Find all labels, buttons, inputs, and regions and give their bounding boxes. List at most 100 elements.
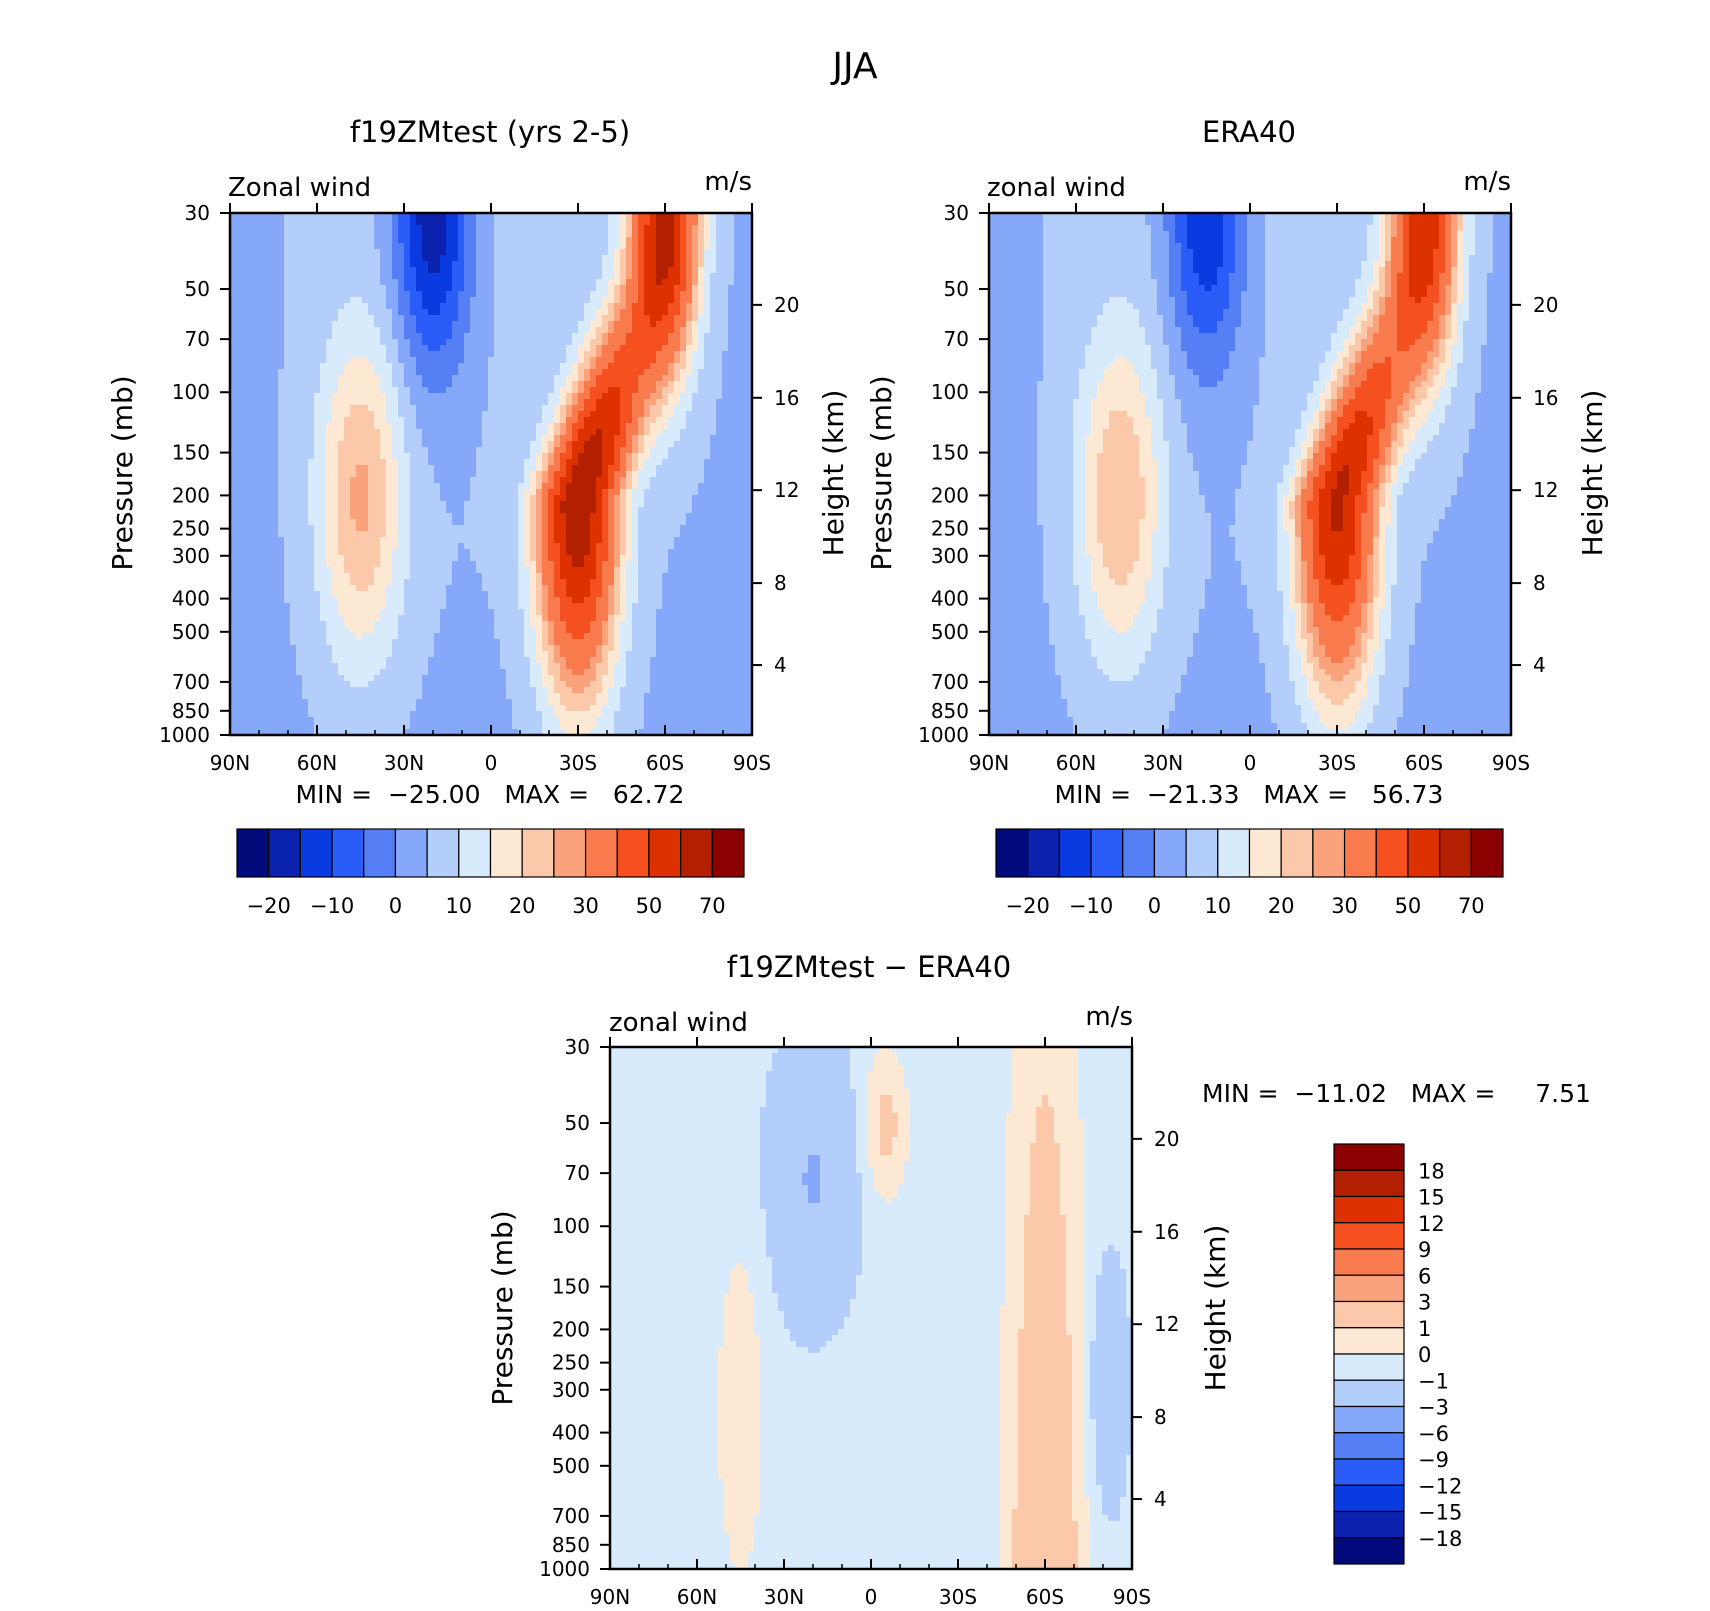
- field-cell: [530, 441, 537, 448]
- field-cell: [308, 555, 315, 562]
- field-cell: [560, 261, 567, 268]
- field-cell: [716, 261, 723, 268]
- field-cell: [668, 543, 675, 550]
- field-cell: [512, 531, 519, 538]
- field-cell: [446, 543, 453, 550]
- field-cell: [248, 399, 255, 406]
- field-cell: [716, 399, 723, 406]
- field-cell: [386, 219, 393, 226]
- field-cell: [602, 381, 609, 388]
- field-cell: [638, 429, 645, 436]
- field-cell: [362, 423, 369, 430]
- field-cell: [392, 513, 399, 520]
- field-cell: [608, 441, 615, 448]
- field-cell: [626, 345, 633, 352]
- field-cell: [602, 291, 609, 298]
- field-cell: [482, 357, 489, 364]
- field-cell: [566, 321, 573, 328]
- field-cell: [374, 495, 381, 502]
- field-cell: [458, 423, 465, 430]
- field-cell: [560, 327, 567, 334]
- field-cell: [314, 471, 321, 478]
- field-cell: [272, 285, 279, 292]
- field-cell: [392, 339, 399, 346]
- field-cell: [644, 375, 651, 382]
- field-cell: [464, 327, 471, 334]
- field-cell: [362, 549, 369, 556]
- field-cell: [668, 345, 675, 352]
- field-cell: [272, 219, 279, 226]
- field-cell: [440, 387, 447, 394]
- field-cell: [488, 531, 495, 538]
- field-cell: [506, 357, 513, 364]
- field-cell: [494, 483, 501, 490]
- field-cell: [374, 297, 381, 304]
- field-cell: [722, 225, 729, 232]
- field-cell: [686, 435, 693, 442]
- field-cell: [314, 459, 321, 466]
- field-cell: [296, 237, 303, 244]
- field-cell: [566, 369, 573, 376]
- field-cell: [254, 297, 261, 304]
- field-cell: [320, 465, 327, 472]
- field-cell: [728, 231, 735, 238]
- field-cell: [632, 537, 639, 544]
- field-cell: [380, 219, 387, 226]
- field-cell: [422, 495, 429, 502]
- field-cell: [452, 405, 459, 412]
- field-cell: [476, 513, 483, 520]
- field-cell: [734, 423, 741, 430]
- field-cell: [524, 369, 531, 376]
- field-cell: [614, 525, 621, 532]
- field-cell: [560, 237, 567, 244]
- field-cell: [536, 357, 543, 364]
- field-cell: [614, 291, 621, 298]
- field-cell: [578, 453, 585, 460]
- field-cell: [494, 225, 501, 232]
- field-cell: [644, 315, 651, 322]
- field-cell: [368, 471, 375, 478]
- field-cell: [470, 249, 477, 256]
- field-cell: [494, 363, 501, 370]
- field-cell: [584, 429, 591, 436]
- field-cell: [356, 555, 363, 562]
- field-cell: [728, 477, 735, 484]
- field-cell: [572, 507, 579, 514]
- field-cell: [446, 483, 453, 490]
- field-cell: [374, 315, 381, 322]
- field-cell: [656, 309, 663, 316]
- field-cell: [572, 273, 579, 280]
- field-cell: [374, 375, 381, 382]
- field-cell: [638, 483, 645, 490]
- field-cell: [464, 273, 471, 280]
- field-cell: [368, 459, 375, 466]
- field-cell: [704, 543, 711, 550]
- field-cell: [644, 435, 651, 442]
- field-cell: [506, 489, 513, 496]
- field-cell: [626, 489, 633, 496]
- field-cell: [638, 363, 645, 370]
- field-cell: [656, 249, 663, 256]
- field-cell: [320, 417, 327, 424]
- field-cell: [500, 411, 507, 418]
- field-cell: [440, 297, 447, 304]
- field-cell: [518, 453, 525, 460]
- field-cell: [488, 243, 495, 250]
- field-cell: [278, 393, 285, 400]
- field-cell: [476, 495, 483, 502]
- field-cell: [440, 291, 447, 298]
- field-cell: [452, 381, 459, 388]
- field-cell: [362, 513, 369, 520]
- field-cell: [440, 513, 447, 520]
- field-cell: [590, 327, 597, 334]
- field-cell: [440, 411, 447, 418]
- field-cell: [284, 543, 291, 550]
- field-cell: [260, 351, 267, 358]
- field-cell: [566, 387, 573, 394]
- field-cell: [290, 549, 297, 556]
- field-cell: [392, 399, 399, 406]
- field-cell: [392, 243, 399, 250]
- field-cell: [494, 345, 501, 352]
- field-cell: [644, 477, 651, 484]
- field-cell: [458, 453, 465, 460]
